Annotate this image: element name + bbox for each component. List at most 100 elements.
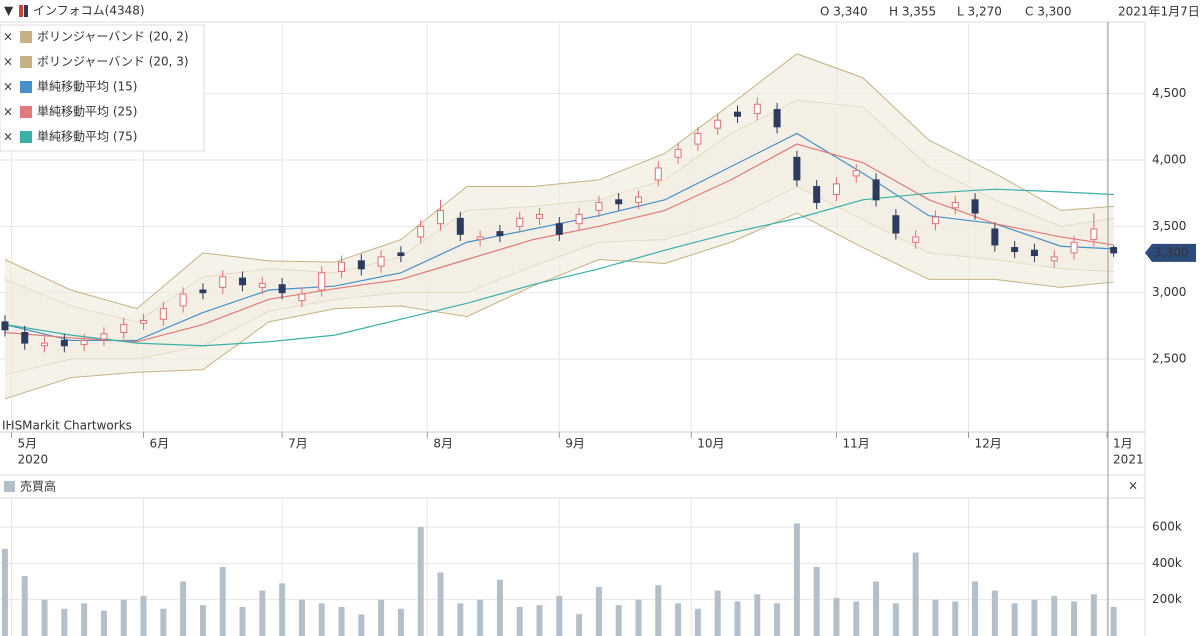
candle-body	[733, 111, 741, 117]
candle-body	[1050, 256, 1058, 262]
candle-body	[219, 276, 227, 288]
volume-bar	[912, 552, 919, 636]
volume-bar	[81, 603, 88, 636]
candle-body	[60, 339, 68, 347]
volume-bar	[813, 567, 820, 636]
volume-bar	[41, 599, 48, 636]
candle-body	[575, 213, 583, 225]
menu-arrow[interactable]: ▼	[4, 4, 14, 18]
candle-body	[140, 320, 148, 324]
candle-body	[536, 213, 544, 219]
volume-bar	[1031, 599, 1038, 636]
close-button[interactable]: ×	[1128, 479, 1138, 493]
y-tick-label: 3,000	[1152, 285, 1186, 299]
candle-body	[674, 148, 682, 158]
candle-body	[1011, 247, 1019, 253]
x-tick-label: 10月	[697, 437, 724, 451]
candle-body	[80, 339, 88, 345]
volume-bar	[239, 606, 246, 636]
volume-bar	[615, 605, 622, 636]
candle-body	[595, 201, 603, 211]
candle-body	[892, 215, 900, 234]
candle-body	[516, 217, 524, 227]
ohlc: C 3,300	[1025, 5, 1072, 19]
legend-label: ボリンジャーバンド (20, 2)	[37, 30, 189, 44]
volume-bar	[219, 567, 226, 636]
x-tick-label: 7月	[288, 437, 308, 451]
candle-body	[377, 256, 385, 267]
volume-bar	[714, 590, 721, 636]
candle-body	[278, 284, 286, 294]
candle-body	[555, 223, 563, 235]
ohlc: H 3,355	[889, 5, 936, 19]
remove-button[interactable]: ×	[3, 130, 13, 144]
volume-bar	[1090, 594, 1097, 636]
candle-body	[298, 293, 306, 302]
volume-bar	[140, 596, 147, 636]
remove-button[interactable]: ×	[3, 105, 13, 119]
candle-body	[813, 186, 821, 203]
volume-bar	[318, 603, 325, 636]
volume-bar	[279, 583, 286, 636]
remove-button[interactable]: ×	[3, 55, 13, 69]
candle-body	[773, 109, 781, 128]
remove-button[interactable]: ×	[3, 30, 13, 44]
volume-bar	[378, 599, 385, 636]
volume-bar	[199, 605, 206, 636]
volume-bar	[694, 608, 701, 636]
volume-bar	[655, 585, 662, 636]
icon	[19, 5, 23, 17]
volume-bar	[477, 599, 484, 636]
legend-swatch	[20, 106, 32, 118]
candle-body	[456, 217, 464, 235]
volume-bar	[516, 606, 523, 636]
y-tick-label: 4,000	[1152, 152, 1186, 166]
candle-body	[694, 132, 702, 145]
x-tick-label: 6月	[150, 437, 170, 451]
volume-bar	[160, 608, 167, 636]
candle-body	[179, 293, 187, 307]
volume-bar	[457, 603, 464, 636]
legend-label: ボリンジャーバンド (20, 3)	[37, 55, 189, 69]
volume-bar	[774, 603, 781, 636]
candle-body	[654, 167, 662, 181]
legend-swatch	[20, 81, 32, 93]
volume-bar	[932, 599, 939, 636]
volume-bar	[358, 614, 365, 636]
candle-body	[496, 231, 504, 237]
volume-bar	[1071, 601, 1078, 636]
candle-body	[41, 342, 49, 347]
x-tick-label: 11月	[842, 437, 869, 451]
watermark: IHSMarkit Chartworks	[2, 419, 132, 433]
band-line	[4, 212, 1114, 400]
volume-bar	[793, 523, 800, 636]
price-tag-label: 3,300	[1154, 245, 1188, 259]
remove-button[interactable]: ×	[3, 80, 13, 94]
year-label: 2021	[1113, 453, 1144, 467]
candle-body	[357, 260, 365, 270]
candle-body	[1110, 247, 1118, 254]
candle-body	[397, 252, 405, 257]
volume-bar	[734, 601, 741, 636]
candle-body	[971, 199, 979, 214]
candle-body	[120, 324, 128, 333]
x-tick-label: 9月	[565, 437, 585, 451]
legend-swatch	[20, 56, 32, 68]
candle-body	[100, 333, 108, 340]
volume-bar	[675, 603, 682, 636]
candle-body	[931, 216, 939, 225]
candle-body	[318, 272, 326, 291]
candle-body	[1070, 241, 1078, 254]
y-tick-label: 3,500	[1152, 219, 1186, 233]
ma-line	[4, 132, 1114, 342]
icon	[24, 5, 28, 17]
x-tick-label: 5月	[18, 437, 38, 451]
candle-body	[338, 261, 346, 272]
volume-bar	[754, 594, 761, 636]
price-tag	[1145, 243, 1196, 262]
legend-swatch	[20, 31, 32, 43]
volume-bar	[298, 599, 305, 636]
ma-line	[4, 143, 1114, 343]
volume-bar	[1011, 603, 1018, 636]
